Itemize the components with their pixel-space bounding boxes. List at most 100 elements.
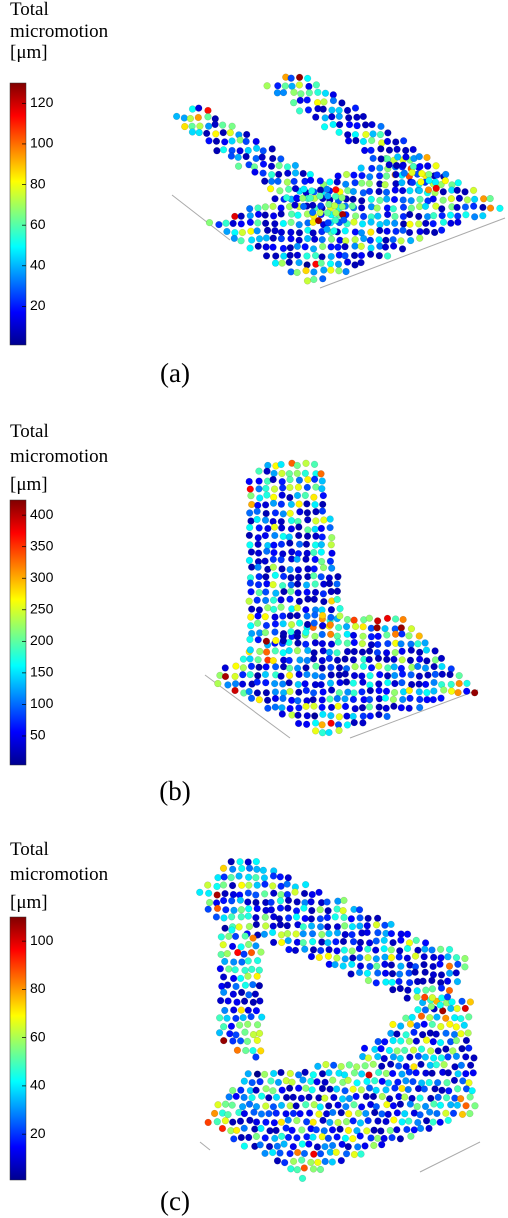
point: [252, 874, 260, 882]
point: [380, 1054, 388, 1063]
point: [290, 99, 298, 107]
point: [434, 1079, 442, 1087]
point: [422, 1117, 431, 1125]
point: [343, 639, 351, 647]
point: [293, 555, 301, 563]
point: [359, 632, 367, 640]
point: [302, 686, 310, 695]
point: [381, 243, 390, 251]
point: [307, 915, 315, 923]
point: [219, 941, 227, 949]
point: [469, 1069, 477, 1077]
point: [334, 573, 342, 581]
point: [302, 640, 310, 648]
point-cloud: [171, 73, 506, 289]
point: [397, 1022, 405, 1030]
point: [443, 1079, 451, 1087]
point: [420, 1020, 428, 1028]
point: [310, 649, 318, 657]
point: [237, 1133, 245, 1142]
point: [359, 719, 367, 727]
point: [246, 485, 254, 493]
point: [312, 81, 320, 89]
point: [229, 990, 237, 998]
point: [384, 640, 392, 648]
point: [399, 220, 408, 228]
point: [496, 204, 504, 212]
point: [321, 89, 330, 97]
point: [322, 1060, 330, 1069]
point: [270, 212, 278, 220]
point: [293, 268, 301, 277]
point: [212, 913, 221, 921]
point: [375, 1068, 383, 1077]
point: [391, 648, 399, 657]
point: [308, 890, 316, 899]
point: [327, 630, 335, 638]
point: [387, 953, 396, 962]
point: [432, 1061, 440, 1069]
point: [261, 557, 269, 565]
point: [333, 595, 341, 604]
point: [397, 640, 405, 648]
point: [358, 204, 366, 212]
point: [358, 704, 367, 712]
point: [238, 864, 246, 873]
point: [204, 881, 212, 889]
point: [312, 113, 320, 121]
point: [372, 946, 380, 954]
point: [295, 500, 303, 508]
point: [464, 1029, 472, 1037]
point: [416, 228, 424, 236]
point: [194, 113, 202, 122]
point: [345, 1110, 353, 1118]
point: [303, 532, 312, 540]
point: [348, 202, 356, 210]
point: [337, 1109, 345, 1117]
colorbar-tick-label: 50: [30, 727, 46, 743]
point: [303, 509, 311, 517]
point: [244, 858, 252, 866]
point: [384, 1079, 393, 1087]
point: [272, 636, 280, 645]
point: [261, 211, 269, 219]
point: [262, 509, 270, 518]
point: [244, 1020, 252, 1028]
point: [358, 648, 367, 656]
point: [377, 1045, 385, 1053]
point: [349, 195, 357, 203]
colorbar-title: micromotion: [10, 864, 109, 885]
point: [255, 606, 264, 614]
point: [294, 719, 303, 728]
point: [436, 1101, 445, 1109]
point: [452, 954, 461, 962]
point: [342, 1103, 350, 1111]
point: [375, 662, 383, 670]
point: [388, 1134, 396, 1142]
point: [372, 921, 381, 929]
point: [219, 896, 228, 905]
point: [398, 630, 406, 638]
point: [365, 1071, 373, 1079]
point: [303, 549, 311, 557]
point: [242, 152, 250, 161]
point: [302, 555, 310, 563]
point: [288, 82, 296, 90]
point: [311, 611, 319, 619]
point: [362, 1109, 370, 1118]
point: [378, 1141, 386, 1149]
point: [247, 622, 255, 630]
point: [243, 130, 251, 139]
point: [422, 986, 430, 994]
point: [287, 581, 295, 589]
point: [391, 679, 399, 688]
point: [452, 1052, 461, 1060]
point: [294, 566, 302, 574]
point: [416, 162, 424, 171]
point: [302, 581, 311, 589]
point: [269, 475, 277, 484]
point: [470, 202, 478, 210]
point: [221, 672, 230, 681]
point: [333, 694, 341, 703]
point: [370, 1126, 378, 1134]
